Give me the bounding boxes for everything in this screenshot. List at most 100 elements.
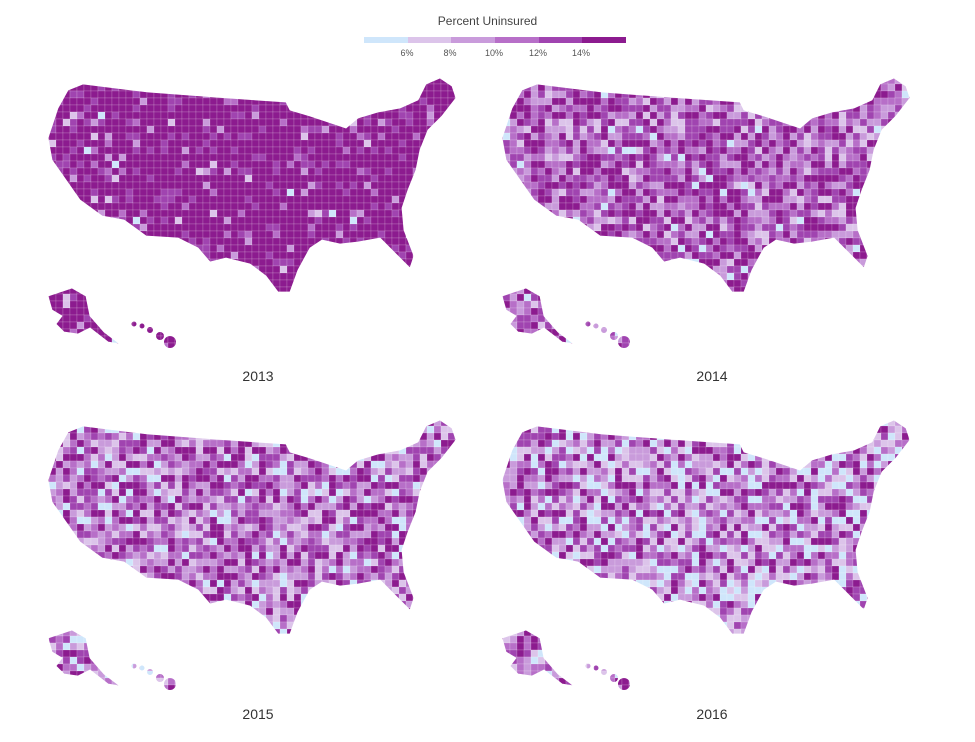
county-cell xyxy=(740,78,749,85)
county-cell xyxy=(621,258,630,267)
county-cell xyxy=(509,125,518,134)
county-cell xyxy=(824,216,833,225)
county-cell xyxy=(502,83,511,92)
county-cell xyxy=(887,195,896,204)
county-cell xyxy=(565,272,574,281)
county-cell xyxy=(656,258,665,267)
county-cell xyxy=(188,188,197,197)
county-cell xyxy=(824,272,833,281)
county-cell xyxy=(712,90,721,99)
county-cell xyxy=(572,181,581,190)
county-cell xyxy=(420,70,427,77)
county-cell xyxy=(181,335,190,344)
county-cell xyxy=(831,111,840,120)
county-cell xyxy=(28,154,35,161)
county-cell xyxy=(118,237,127,246)
county-cell xyxy=(118,118,127,127)
county-cell xyxy=(174,104,183,113)
county-cell xyxy=(195,321,204,330)
county-cell xyxy=(782,202,791,211)
county-cell xyxy=(153,244,162,253)
county-cell xyxy=(209,307,218,316)
county-cell xyxy=(579,104,588,113)
county-cell xyxy=(35,133,42,140)
county-cell xyxy=(328,139,337,148)
county-cell xyxy=(139,258,148,267)
county-cell xyxy=(426,335,435,344)
county-cell xyxy=(565,111,574,120)
county-cell xyxy=(188,265,197,274)
county-cell xyxy=(335,181,344,190)
county-cell xyxy=(237,153,246,162)
county-cell xyxy=(880,195,889,204)
county-cell xyxy=(635,188,644,197)
county-cell xyxy=(880,174,889,183)
county-cell xyxy=(230,328,239,337)
county-cell xyxy=(579,223,588,232)
county-cell xyxy=(321,272,330,281)
county-cell xyxy=(118,300,127,309)
county-cell xyxy=(385,350,392,357)
county-cell xyxy=(572,237,581,246)
county-cell xyxy=(509,293,518,302)
county-cell xyxy=(48,153,57,162)
county-cell xyxy=(286,195,295,204)
county-cell xyxy=(209,293,218,302)
county-cell xyxy=(782,132,791,141)
county-cell xyxy=(216,300,225,309)
county-cell xyxy=(391,153,400,162)
county-cell xyxy=(712,209,721,218)
county-cell xyxy=(48,272,57,281)
county-cell xyxy=(873,279,882,288)
county-cell xyxy=(462,98,469,105)
county-cell xyxy=(908,118,910,127)
county-cell xyxy=(139,237,148,246)
county-cell xyxy=(502,209,511,218)
county-cell xyxy=(300,146,309,155)
county-cell xyxy=(670,216,679,225)
county-cell xyxy=(69,293,78,302)
county-cell xyxy=(441,357,448,364)
county-cell xyxy=(614,216,623,225)
county-cell xyxy=(607,293,616,302)
county-cell xyxy=(391,335,400,344)
county-cell xyxy=(399,350,406,357)
county-cell xyxy=(202,314,211,323)
county-cell xyxy=(642,78,651,85)
county-cell xyxy=(831,125,840,134)
county-cell xyxy=(132,272,141,281)
county-cell xyxy=(286,90,295,99)
county-cell xyxy=(35,84,42,91)
county-cell xyxy=(90,104,99,113)
county-cell xyxy=(768,223,777,232)
county-cell xyxy=(824,244,833,253)
county-cell xyxy=(251,230,260,239)
county-cell xyxy=(440,258,449,267)
county-cell xyxy=(600,160,609,169)
county-cell xyxy=(238,357,245,364)
county-cell xyxy=(314,279,323,288)
county-cell xyxy=(349,286,358,295)
county-cell xyxy=(363,132,372,141)
county-cell xyxy=(258,230,267,239)
county-cell xyxy=(398,181,407,190)
county-cell xyxy=(635,167,644,176)
county-cell xyxy=(90,216,99,225)
county-cell xyxy=(55,181,64,190)
county-cell xyxy=(412,265,421,274)
county-cell xyxy=(111,90,120,99)
county-cell xyxy=(433,132,442,141)
county-cell xyxy=(28,273,35,280)
county-cell xyxy=(412,300,421,309)
county-cell xyxy=(635,83,644,92)
county-cell xyxy=(314,300,323,309)
county-cell xyxy=(810,286,819,295)
county-cell xyxy=(433,230,442,239)
county-cell xyxy=(469,203,476,210)
county-cell xyxy=(335,195,344,204)
county-cell xyxy=(363,216,372,225)
county-cell xyxy=(69,160,78,169)
county-cell xyxy=(104,146,113,155)
county-cell xyxy=(894,265,903,274)
county-cell xyxy=(405,307,414,316)
